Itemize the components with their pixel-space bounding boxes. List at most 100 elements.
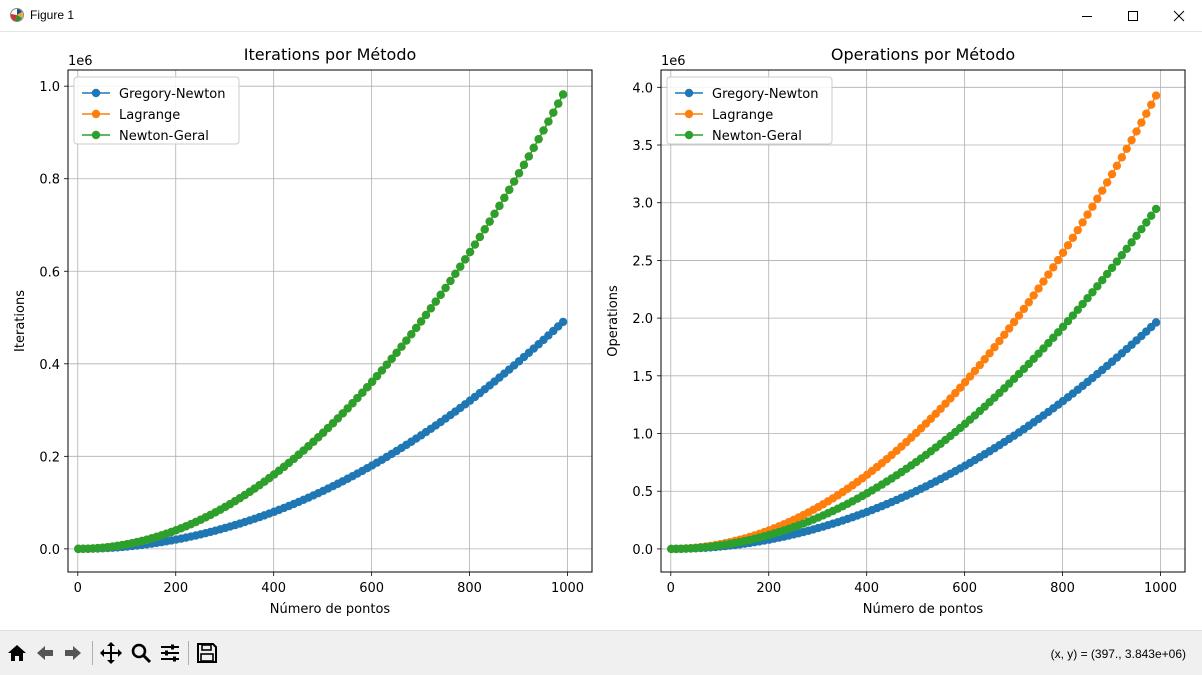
maximize-button[interactable] bbox=[1110, 0, 1156, 31]
data-point bbox=[529, 143, 538, 153]
maximize-icon bbox=[1128, 10, 1138, 21]
data-point bbox=[353, 393, 362, 403]
y-tick-label: 0.0 bbox=[632, 543, 653, 558]
y-tick-label: 0.0 bbox=[39, 543, 60, 558]
x-tick-label: 800 bbox=[457, 581, 482, 596]
data-point bbox=[1029, 291, 1038, 300]
series-newton-geral bbox=[74, 90, 568, 554]
window-titlebar: Figure 1 bbox=[0, 0, 1202, 32]
data-point bbox=[558, 317, 568, 327]
data-point bbox=[946, 394, 955, 403]
chart-title: Iterations por Método bbox=[244, 45, 417, 64]
x-tick-label: 1000 bbox=[1144, 581, 1177, 596]
data-point bbox=[1049, 263, 1058, 272]
legend-marker bbox=[91, 130, 101, 140]
data-point bbox=[1102, 178, 1112, 187]
data-point bbox=[470, 240, 480, 249]
coordinate-readout: (x, y) = (397., 3.843e+06) bbox=[1050, 647, 1186, 661]
data-point bbox=[358, 388, 367, 397]
x-tick-label: 1000 bbox=[551, 581, 584, 596]
y-tick-label: 0.2 bbox=[39, 450, 60, 465]
data-point bbox=[407, 330, 416, 339]
data-point bbox=[436, 290, 445, 300]
data-point bbox=[367, 377, 377, 386]
legend-label: Newton-Geral bbox=[712, 129, 802, 144]
y-tick-label: 0.4 bbox=[39, 358, 60, 373]
data-point bbox=[1088, 288, 1097, 297]
data-point bbox=[1000, 330, 1009, 340]
legend-marker bbox=[684, 130, 694, 140]
data-point bbox=[1019, 304, 1029, 314]
axis-offset-text: 1e6 bbox=[68, 54, 93, 69]
data-point bbox=[465, 247, 475, 257]
data-point bbox=[1009, 317, 1019, 327]
data-point bbox=[485, 217, 494, 226]
data-point bbox=[1127, 238, 1136, 247]
legend: Gregory-Newton Lagrange Newton-Geral bbox=[73, 76, 240, 145]
home-button[interactable] bbox=[4, 640, 30, 666]
series-line bbox=[78, 94, 564, 550]
legend-box bbox=[73, 76, 240, 145]
legend-marker bbox=[684, 88, 694, 98]
series-line bbox=[78, 94, 564, 550]
data-point bbox=[421, 310, 431, 320]
zoom-button[interactable] bbox=[128, 640, 154, 666]
navigation-toolbar: (x, y) = (397., 3.843e+06) bbox=[0, 630, 1202, 675]
data-point bbox=[426, 304, 436, 313]
legend: Gregory-Newton Lagrange Newton-Geral bbox=[666, 76, 833, 145]
data-point bbox=[960, 377, 970, 387]
data-point bbox=[1137, 118, 1146, 127]
series-line bbox=[671, 95, 1157, 550]
close-button[interactable] bbox=[1156, 0, 1202, 31]
minimize-button[interactable] bbox=[1064, 0, 1110, 31]
data-point bbox=[1098, 186, 1107, 195]
data-point bbox=[1151, 318, 1161, 327]
data-point bbox=[505, 185, 514, 194]
x-tick-label: 0 bbox=[667, 581, 675, 596]
y-axis-label: Iterations bbox=[13, 290, 28, 352]
data-point bbox=[363, 383, 372, 392]
data-point bbox=[1132, 231, 1141, 241]
data-point bbox=[1142, 109, 1151, 118]
series-line bbox=[671, 208, 1157, 550]
data-point bbox=[1107, 169, 1117, 179]
configure-subplots-icon bbox=[161, 644, 179, 662]
legend-marker bbox=[684, 109, 694, 119]
data-point bbox=[500, 193, 509, 203]
data-point bbox=[951, 388, 960, 398]
data-point bbox=[1044, 270, 1053, 279]
data-point bbox=[480, 225, 489, 234]
back-button[interactable] bbox=[32, 640, 58, 666]
configure-subplots-button[interactable] bbox=[157, 640, 183, 666]
data-point bbox=[387, 354, 396, 363]
data-point bbox=[402, 336, 411, 345]
data-point bbox=[558, 90, 568, 99]
axes-frame bbox=[660, 69, 1186, 573]
y-tick-label: 3.0 bbox=[632, 197, 653, 212]
data-point bbox=[397, 342, 406, 351]
data-point bbox=[1078, 218, 1087, 227]
series-lagrange bbox=[667, 91, 1161, 554]
y-tick-label: 1.5 bbox=[632, 370, 653, 385]
data-point bbox=[1112, 257, 1122, 266]
save-button[interactable] bbox=[194, 640, 220, 666]
data-point bbox=[1024, 298, 1033, 307]
data-point bbox=[975, 360, 985, 370]
x-axis-label: Número de pontos bbox=[270, 602, 391, 617]
chart-2: 0 200 400 600 800 1000 0.0 0.5 1.0 1.5 2.0 2.5 3.0 3.… bbox=[606, 45, 1186, 617]
axis-offset-text: 1e6 bbox=[661, 54, 686, 69]
data-point bbox=[1058, 322, 1068, 331]
data-point bbox=[1053, 255, 1063, 265]
pan-button[interactable] bbox=[98, 640, 124, 666]
data-point bbox=[1034, 349, 1043, 358]
data-point bbox=[1122, 244, 1131, 254]
data-point bbox=[1147, 100, 1156, 109]
data-point bbox=[446, 276, 455, 286]
forward-button[interactable] bbox=[60, 640, 86, 666]
toolbar-separator bbox=[188, 641, 189, 665]
data-point bbox=[1088, 202, 1097, 211]
data-point bbox=[1127, 135, 1136, 145]
x-tick-label: 200 bbox=[756, 581, 781, 596]
figure-canvas[interactable]: 0 200 400 600 800 1000 0.0 0.2 0.4 0.6 0.8 1.0 1e6 It… bbox=[0, 32, 1202, 630]
data-point bbox=[1063, 241, 1073, 250]
